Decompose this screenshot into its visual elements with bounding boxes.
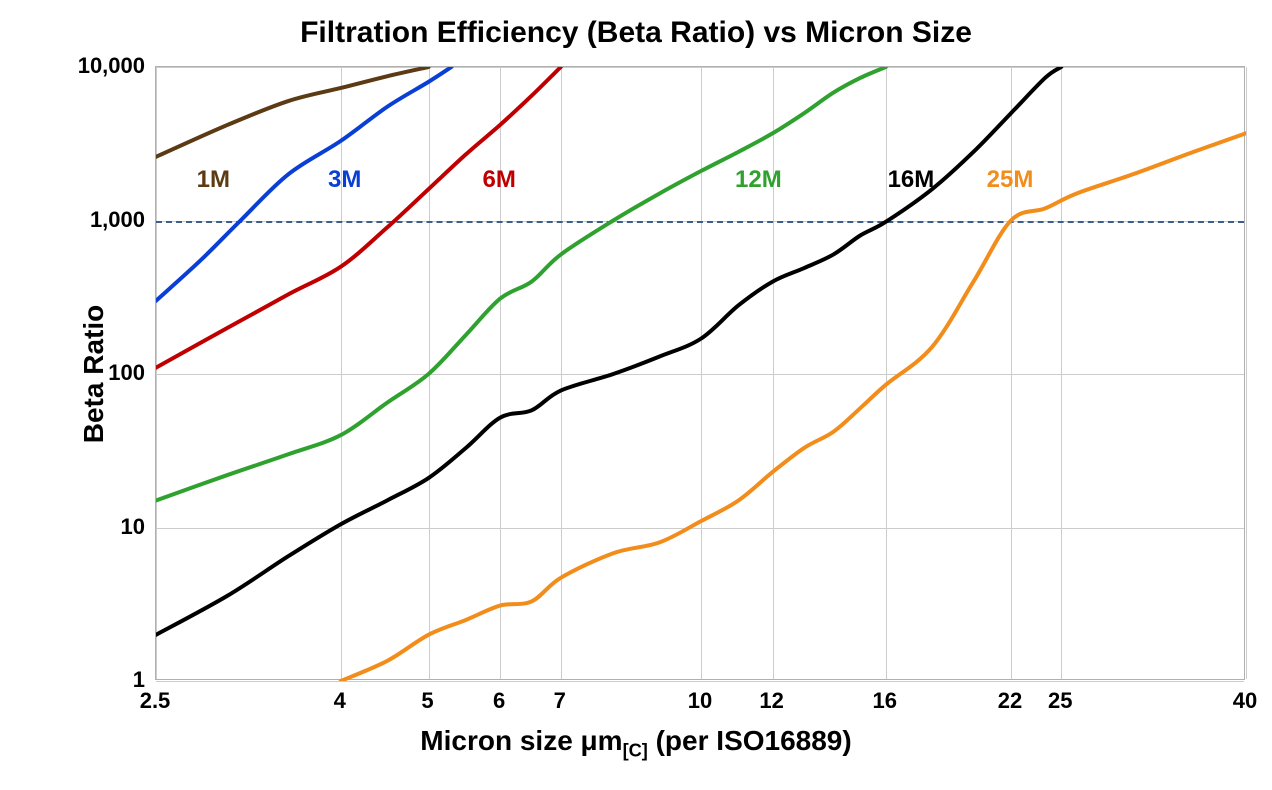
x-axis-label-sub: [C] bbox=[623, 741, 648, 761]
series-label-12M: 12M bbox=[735, 166, 782, 194]
x-tick-label: 5 bbox=[421, 688, 433, 714]
x-tick-label: 7 bbox=[554, 688, 566, 714]
series-12M bbox=[156, 67, 886, 500]
x-axis-label-suffix: (per ISO16889) bbox=[648, 725, 852, 756]
gridline-v bbox=[1246, 67, 1247, 679]
plot-area bbox=[155, 66, 1245, 680]
x-tick-label: 25 bbox=[1048, 688, 1072, 714]
chart-title: Filtration Efficiency (Beta Ratio) vs Mi… bbox=[0, 16, 1272, 50]
y-tick-label: 1 bbox=[133, 667, 145, 693]
y-tick-label: 10 bbox=[121, 514, 145, 540]
x-tick-label: 16 bbox=[873, 688, 897, 714]
y-tick-label: 100 bbox=[108, 360, 145, 386]
x-tick-label: 6 bbox=[493, 688, 505, 714]
x-tick-label: 12 bbox=[759, 688, 783, 714]
y-axis-label: Beta Ratio bbox=[78, 305, 110, 443]
series-lines bbox=[156, 67, 1246, 681]
series-label-16M: 16M bbox=[888, 166, 935, 194]
series-1M bbox=[156, 67, 429, 157]
y-tick-label: 10,000 bbox=[78, 53, 145, 79]
series-6M bbox=[156, 67, 561, 368]
x-tick-label: 10 bbox=[688, 688, 712, 714]
x-axis-label: Micron size μm[C] (per ISO16889) bbox=[0, 725, 1272, 762]
series-label-1M: 1M bbox=[197, 166, 230, 194]
series-label-6M: 6M bbox=[483, 166, 516, 194]
x-axis-label-main: Micron size μm bbox=[420, 725, 622, 756]
series-16M bbox=[156, 67, 1061, 635]
x-tick-label: 22 bbox=[998, 688, 1022, 714]
series-label-25M: 25M bbox=[987, 166, 1034, 194]
gridline-h bbox=[156, 681, 1244, 682]
y-tick-label: 1,000 bbox=[90, 207, 145, 233]
series-label-3M: 3M bbox=[328, 166, 361, 194]
series-25M bbox=[341, 133, 1246, 681]
filtration-chart: Filtration Efficiency (Beta Ratio) vs Mi… bbox=[0, 0, 1272, 790]
x-tick-label: 40 bbox=[1233, 688, 1257, 714]
x-tick-label: 4 bbox=[334, 688, 346, 714]
